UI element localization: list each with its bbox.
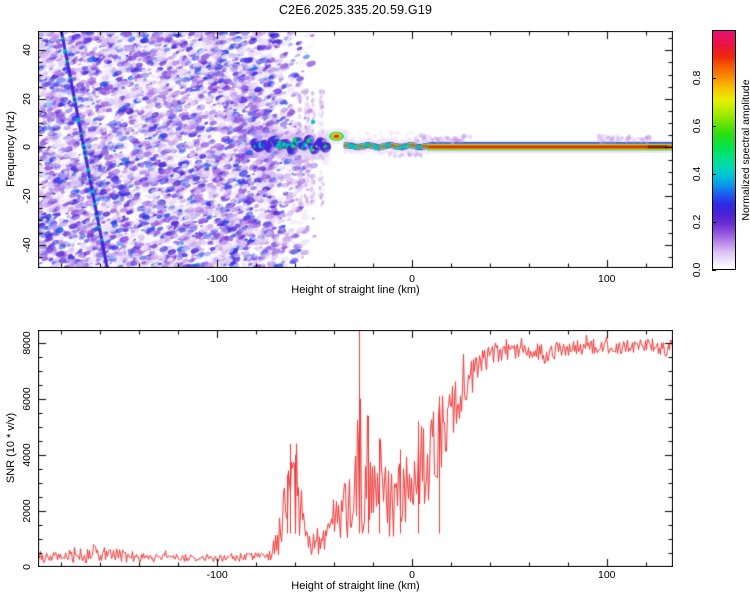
snr-y-tick-label: 4000: [21, 443, 33, 467]
colorbar-tick-label: 0.8: [691, 70, 703, 86]
colorbar-title: Normalized spectral amplitude: [740, 79, 750, 221]
snr-line-chart: [38, 330, 673, 567]
spec-yaxis-label: Frequency (Hz): [5, 111, 17, 187]
colorbar-tick-mark: [712, 78, 716, 79]
snr-y-tick-label: 2000: [21, 499, 33, 523]
snr-y-tick-label: 0: [21, 564, 33, 570]
colorbar-tick-label: 0.2: [691, 214, 703, 230]
spec-x-tick-label: -100: [206, 272, 228, 285]
snr-x-tick-label: 100: [598, 569, 616, 581]
spec-x-tick-label: 0: [409, 272, 415, 285]
spec-y-tick-label: 40: [21, 44, 33, 57]
colorbar-tick-label: 0.6: [691, 118, 703, 134]
spec-x-tick-label: 100: [598, 272, 616, 285]
spec-xaxis-label: Height of straight line (km): [291, 284, 420, 296]
figure-title: C2E6.2025.335.20.59.G19: [278, 3, 433, 17]
snr-yaxis-label: SNR (10 * v/v): [5, 412, 17, 484]
colorbar-tick-mark: [712, 270, 716, 271]
colorbar-gradient: [713, 31, 735, 269]
spec-y-tick-label: 20: [21, 92, 33, 105]
snr-y-tick-label: 8000: [21, 331, 33, 355]
snr-x-tick-label: -100: [206, 569, 228, 581]
snr-y-tick-label: 6000: [21, 387, 33, 411]
spec-y-tick-label: -20: [21, 188, 33, 204]
spec-y-tick-label: 0: [21, 144, 33, 151]
colorbar-tick-label: 0.4: [691, 166, 703, 182]
colorbar-tick-mark: [712, 126, 716, 127]
spectrogram-heatmap: [38, 31, 673, 268]
spec-y-tick-label: -40: [21, 237, 33, 253]
colorbar: [712, 30, 736, 270]
colorbar-tick-mark: [712, 174, 716, 175]
colorbar-tick-mark: [712, 222, 716, 223]
snr-xaxis-label: Height of straight line (km): [291, 580, 420, 592]
colorbar-tick-label: 0.0: [691, 262, 703, 278]
snr-x-tick-label: 0: [409, 569, 415, 581]
